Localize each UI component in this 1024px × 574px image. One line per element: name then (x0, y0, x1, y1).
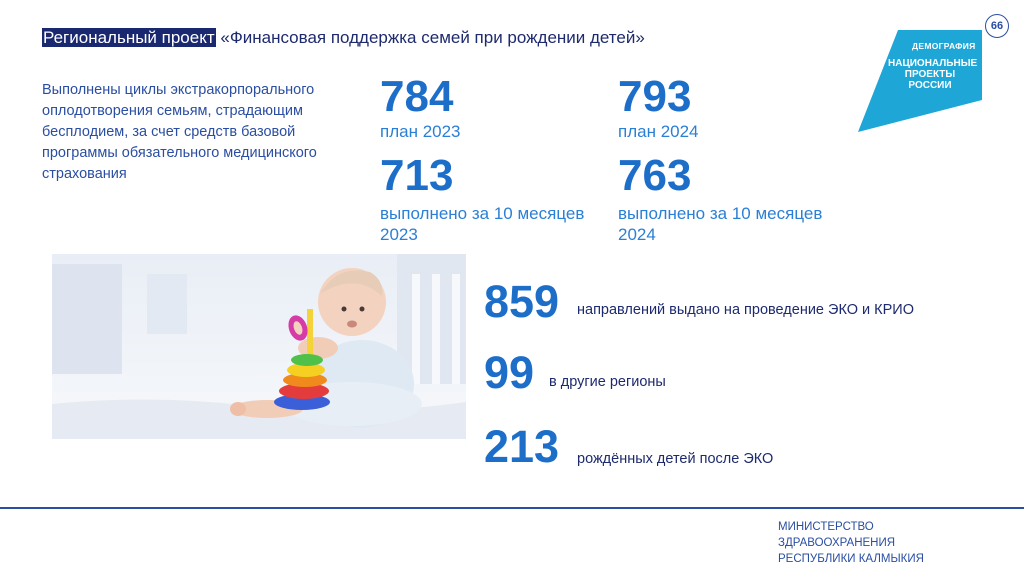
plan-2024-label: план 2024 (618, 122, 699, 141)
fact-value-born-children: 213 (484, 421, 560, 472)
ministry-name: МИНИСТЕРСТВО ЗДРАВООХРАНЕНИЯ РЕСПУБЛИКИ … (778, 519, 924, 567)
ministry-line-1: МИНИСТЕРСТВО (778, 521, 874, 533)
logo-line-2: ПРОЕКТЫ (904, 69, 956, 80)
done-2024-value: 763 (618, 151, 692, 200)
fact-text-other-regions: в другие регионы (549, 374, 666, 390)
logo-line-3: РОССИИ (908, 80, 952, 91)
fact-text-born-children: рождённых детей после ЭКО (577, 451, 774, 467)
baby-photo (52, 254, 466, 439)
title-rest: «Финансовая поддержка семей при рождении… (215, 28, 645, 47)
national-projects-logo (858, 30, 982, 132)
title-highlight: Региональный проект (42, 28, 216, 47)
logo-line-1: НАЦИОНАЛЬНЫЕ (888, 58, 978, 69)
page-number-badge: 66 (985, 14, 1009, 38)
fact-text-referrals: направлений выдано на проведение ЭКО и К… (577, 302, 914, 318)
fact-value-other-regions: 99 (484, 347, 535, 398)
page-title: Региональный проект «Финансовая поддержк… (42, 28, 645, 48)
done-2024-label: выполнено за 10 месяцев 2024 (618, 204, 823, 244)
ministry-line-3: РЕСПУБЛИКИ КАЛМЫКИЯ (778, 553, 924, 565)
logo-demography-label: ДЕМОГРАФИЯ (912, 41, 976, 51)
fact-value-referrals: 859 (484, 276, 560, 327)
done-2023-value: 713 (380, 151, 454, 200)
plan-2023-value: 784 (380, 72, 454, 121)
done-2023-label: выполнено за 10 месяцев 2023 (380, 204, 585, 244)
plan-2024-value: 793 (618, 72, 692, 121)
logo-text: НАЦИОНАЛЬНЫЕ ПРОЕКТЫ РОССИИ (888, 58, 978, 91)
description-text: Выполнены циклы экстракорпорального опло… (42, 82, 317, 182)
plan-2023-label: план 2023 (380, 122, 461, 141)
ministry-line-2: ЗДРАВООХРАНЕНИЯ (778, 537, 896, 549)
footer-divider (0, 507, 1024, 509)
